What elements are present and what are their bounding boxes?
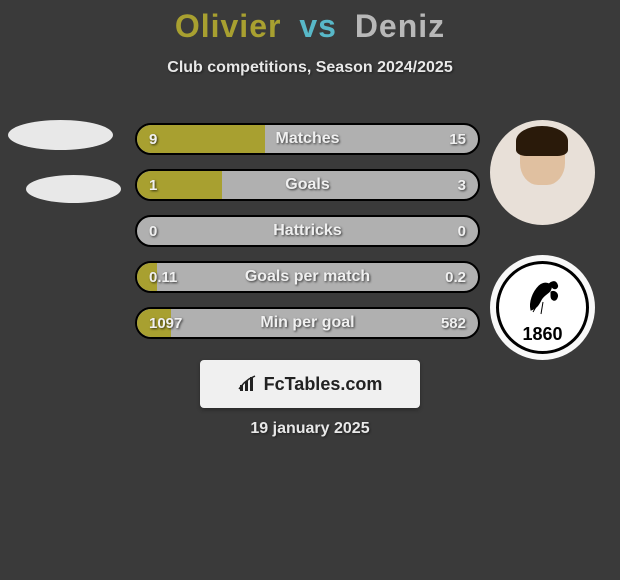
stats-chart: 9Matches15 1Goals3 0Hattricks0 0.11Goals pe…: [135, 123, 480, 353]
player1-avatar: [8, 120, 113, 150]
chart-icon: [238, 375, 258, 393]
player1-name: Olivier: [175, 8, 282, 44]
stat-label: Min per goal: [137, 309, 478, 337]
source-logo: FcTables.com: [200, 360, 420, 408]
player2-club-logo: 1860: [490, 255, 595, 360]
date-label: 19 january 2025: [0, 420, 620, 438]
stat-row: 1Goals3: [135, 169, 480, 201]
stat-label: Hattricks: [137, 217, 478, 245]
source-text: FcTables.com: [264, 374, 383, 395]
club-lion-icon: [521, 272, 565, 324]
vs-text: vs: [299, 8, 337, 44]
right-avatars: 1860: [490, 120, 595, 390]
player1-club-logo: [26, 175, 121, 203]
stat-label: Matches: [137, 125, 478, 153]
comparison-title: Olivier vs Deniz: [0, 0, 620, 45]
stat-value-right: 0.2: [445, 263, 466, 291]
stat-row: 1097Min per goal582: [135, 307, 480, 339]
stat-row: 0Hattricks0: [135, 215, 480, 247]
subtitle: Club competitions, Season 2024/2025: [0, 59, 620, 77]
stat-value-right: 0: [458, 217, 466, 245]
club-year: 1860: [499, 324, 586, 345]
player2-name: Deniz: [355, 8, 445, 44]
left-avatars: [8, 120, 121, 203]
stat-row: 0.11Goals per match0.2: [135, 261, 480, 293]
stat-value-right: 3: [458, 171, 466, 199]
stat-value-right: 15: [449, 125, 466, 153]
stat-label: Goals per match: [137, 263, 478, 291]
player2-avatar: [490, 120, 595, 225]
stat-label: Goals: [137, 171, 478, 199]
stat-value-right: 582: [441, 309, 466, 337]
stat-row: 9Matches15: [135, 123, 480, 155]
